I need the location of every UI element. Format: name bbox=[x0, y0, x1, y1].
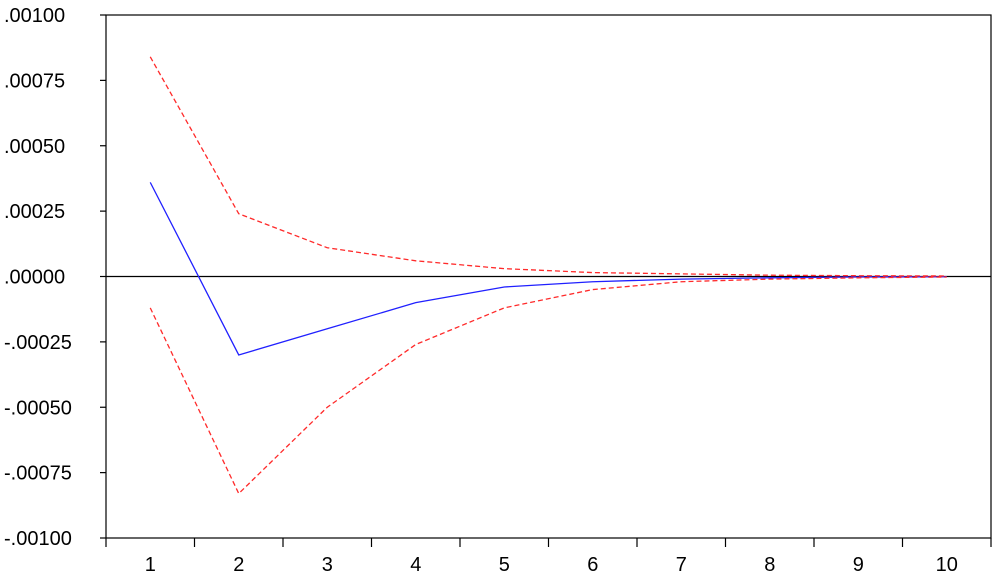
x-tick-label: 7 bbox=[676, 554, 687, 576]
lower-band-line bbox=[149, 276, 947, 495]
upper-band-line bbox=[149, 56, 947, 277]
x-axis-ticks: 1 2 3 4 5 6 7 8 9 10 bbox=[105, 538, 992, 576]
y-axis-ticks: .00100 .00075 .00050 .00025 .00000 -.00025 -.0… bbox=[4, 5, 106, 550]
y-tick-label: -.00100 bbox=[4, 528, 72, 550]
y-tick-label: .00100 bbox=[4, 5, 65, 27]
y-tick-label: -.00075 bbox=[4, 463, 72, 485]
y-tick-label: .00000 bbox=[4, 267, 65, 289]
x-tick-label: 6 bbox=[587, 554, 598, 576]
y-tick-label: .00050 bbox=[4, 136, 65, 158]
x-tick-label: 1 bbox=[145, 554, 156, 576]
x-tick-label: 10 bbox=[936, 554, 958, 576]
x-tick-label: 3 bbox=[322, 554, 333, 576]
y-tick-label: .00025 bbox=[4, 201, 65, 223]
x-tick-label: 9 bbox=[853, 554, 864, 576]
y-tick-label: -.00050 bbox=[4, 397, 72, 419]
x-tick-label: 5 bbox=[499, 554, 510, 576]
series-group bbox=[149, 56, 947, 495]
x-tick-label: 4 bbox=[410, 554, 421, 576]
x-tick-label: 2 bbox=[233, 554, 244, 576]
response-line bbox=[149, 182, 947, 356]
y-tick-label: -.00025 bbox=[4, 332, 72, 354]
y-tick-label: .00075 bbox=[4, 70, 65, 92]
x-tick-label: 8 bbox=[764, 554, 775, 576]
